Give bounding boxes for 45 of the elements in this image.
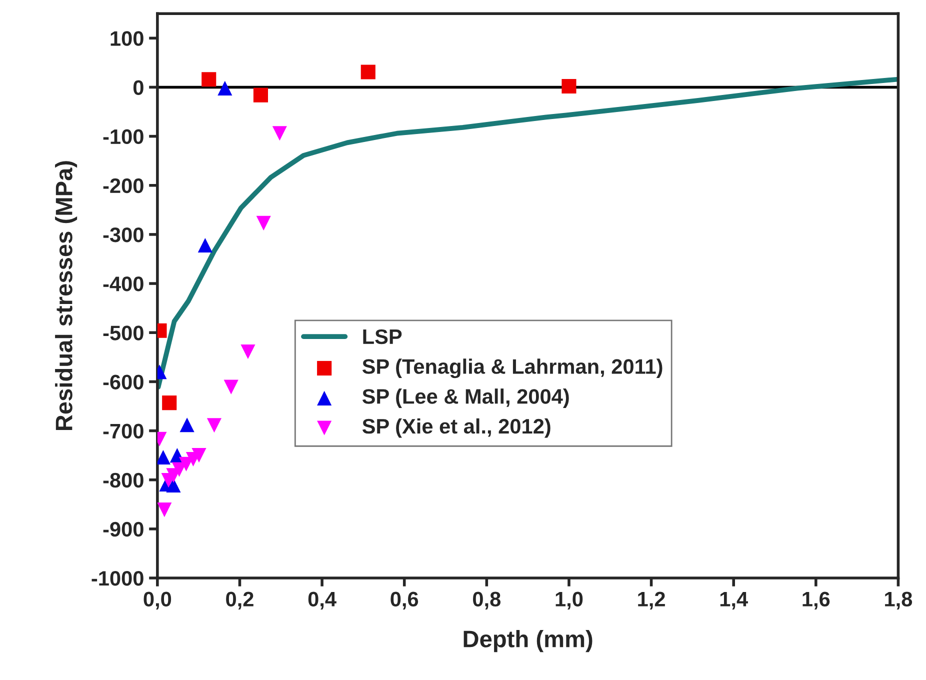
x-tick-label: 0,6 (390, 592, 418, 610)
x-tick-label: 1,4 (720, 592, 748, 610)
y-tick-label: -500 (103, 326, 144, 340)
x-tick-label: 0,2 (226, 592, 254, 610)
point (202, 72, 216, 87)
point (157, 450, 170, 465)
point (162, 396, 177, 410)
x-tick-label: 0,0 (144, 592, 172, 610)
point (157, 502, 172, 518)
legend-label: SP (Xie et al., 2012) (362, 418, 550, 438)
point (256, 216, 271, 230)
point (253, 88, 268, 102)
point (206, 418, 222, 433)
legend-label: LSP (363, 329, 402, 344)
legend-label: SP (Tenaglia & Lahrman, 2011) (362, 358, 662, 378)
legend-label: SP (Lee & Mall, 2004) (362, 388, 569, 408)
y-tick-label: -200 (103, 178, 144, 194)
x-tick-label: 1,0 (556, 592, 583, 610)
x-tick-label: 1,2 (638, 592, 665, 610)
y-tick-label: 100 (110, 31, 144, 46)
point (272, 126, 287, 141)
y-tick-label: -400 (103, 276, 144, 292)
point (360, 64, 376, 80)
x-tick-label: 0,8 (473, 592, 501, 610)
x-tick-label: 1,8 (885, 592, 912, 610)
y-tick-label: -1000 (92, 571, 144, 586)
x-tick-label: 0,4 (308, 592, 336, 610)
line-series (157, 76, 898, 390)
y-tick-label: 0 (133, 80, 144, 95)
y-tick-label: -800 (103, 472, 144, 488)
point (180, 418, 194, 432)
point (198, 238, 212, 253)
x-tick-label: 1,6 (802, 592, 830, 610)
point (562, 78, 576, 94)
y-tick-label: -900 (103, 522, 144, 537)
y-axis-title: Residual stresses (MPa) (55, 161, 78, 430)
point (218, 80, 232, 96)
point (192, 448, 206, 463)
x-axis-title: Depth (mm) (464, 630, 592, 652)
y-tick-label: -300 (103, 227, 144, 242)
point (240, 344, 256, 360)
point (224, 380, 238, 394)
y-tick-label: -700 (103, 424, 144, 439)
y-tick-label: -100 (103, 129, 144, 144)
y-tick-label: -600 (103, 374, 144, 390)
